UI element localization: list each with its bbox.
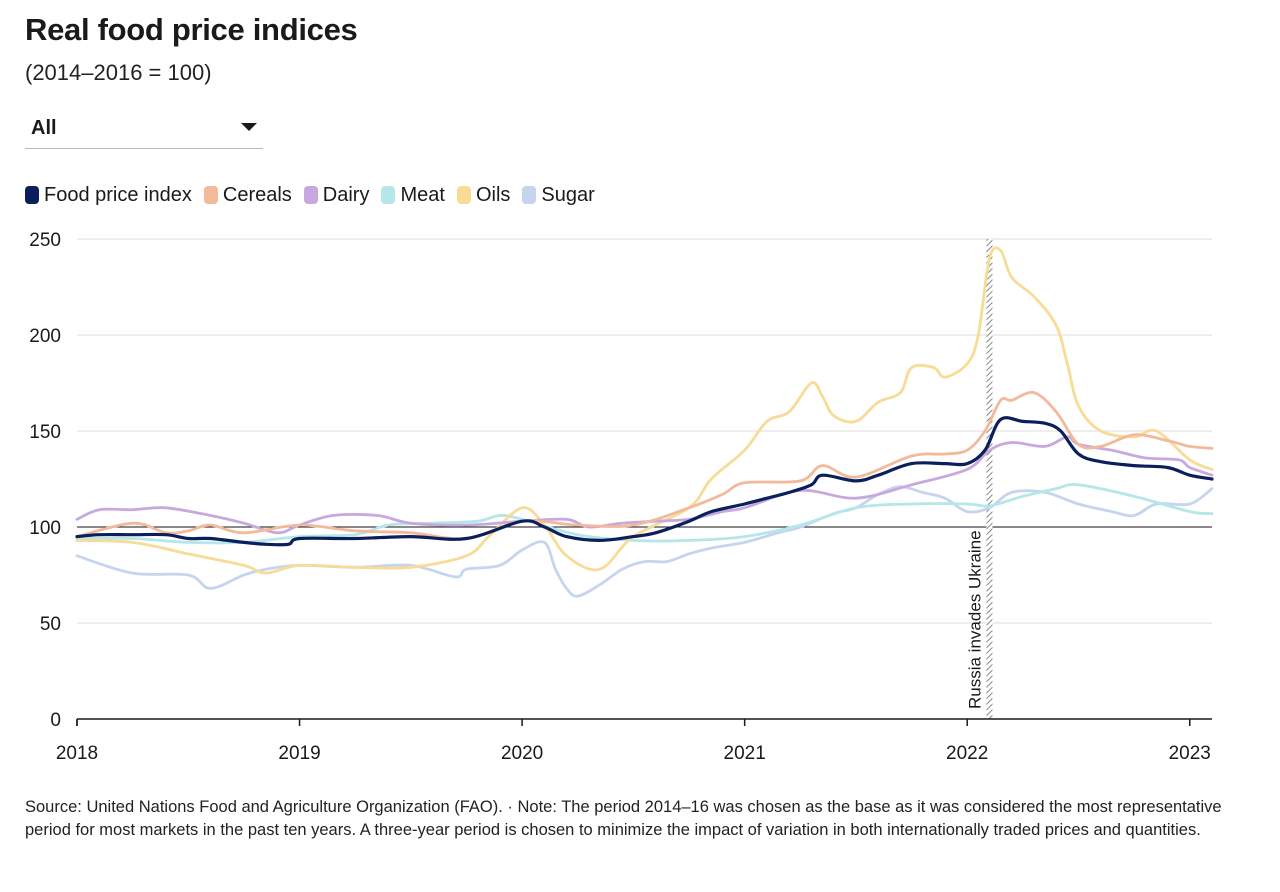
legend-label: Cereals [222, 183, 292, 206]
legend-item-dairy[interactable]: Dairy [303, 183, 370, 207]
y-tick-label: 50 [40, 614, 61, 635]
line-chart: Russia invades Ukraine 0 50 100 150 200 250 20… [29, 230, 1214, 764]
y-tick-label: 250 [29, 230, 61, 251]
page-subtitle: (2014–2016 = 100) [25, 60, 212, 85]
legend-item-sugar[interactable]: Sugar [522, 183, 595, 207]
x-tick-label: 2019 [278, 743, 320, 764]
x-tick-label: 2023 [1169, 743, 1211, 764]
legend-label: Sugar [541, 183, 595, 206]
series-line-cereals [75, 390, 1214, 541]
category-dropdown[interactable]: All [25, 112, 263, 149]
x-tick-label: 2021 [724, 743, 766, 764]
legend-swatch [456, 186, 471, 204]
legend-swatch [522, 186, 537, 204]
chevron-down-icon [241, 123, 257, 131]
legend-label: Dairy [322, 183, 370, 206]
y-tick-label: 0 [50, 710, 61, 731]
chart-legend: Food price index Cereals Dairy Meat Oils… [25, 181, 607, 209]
legend-item-oils[interactable]: Oils [456, 183, 511, 207]
legend-swatch [303, 186, 318, 204]
x-tick-label: 2022 [946, 743, 988, 764]
legend-item-cereals[interactable]: Cereals [203, 183, 292, 207]
series-layer [75, 246, 1214, 598]
source-note: Source: United Nations Food and Agricult… [25, 798, 1222, 839]
legend-swatch [381, 186, 396, 204]
annotation-label: Russia invades Ukraine [965, 530, 984, 709]
grid-layer [77, 238, 1212, 624]
y-tick-label: 200 [29, 326, 61, 347]
axis-layer: 0 50 100 150 200 250 2018 2019 2020 2021 2022 2023 [29, 230, 1212, 764]
y-tick-label: 150 [29, 422, 61, 443]
x-tick-label: 2018 [56, 743, 98, 764]
page-title: Real food price indices [25, 12, 358, 47]
y-tick-label: 100 [29, 518, 61, 539]
legend-label: Meat [400, 183, 445, 206]
legend-item-food-price-index[interactable]: Food price index [25, 184, 192, 207]
legend-swatch [203, 186, 218, 204]
series-line-food-price-index [75, 416, 1214, 547]
series-line-oils [75, 246, 1214, 575]
legend-label: Oils [475, 183, 511, 206]
annotation-layer: Russia invades Ukraine [965, 239, 993, 719]
dropdown-selected-value: All [31, 117, 57, 139]
series-line-dairy [75, 435, 1214, 535]
x-tick-label: 2020 [501, 743, 543, 764]
annotation-band [986, 239, 993, 719]
legend-item-meat[interactable]: Meat [381, 183, 445, 207]
legend-label: Food price index [44, 183, 192, 206]
legend-swatch [25, 186, 39, 204]
series-line-meat [75, 483, 1214, 545]
